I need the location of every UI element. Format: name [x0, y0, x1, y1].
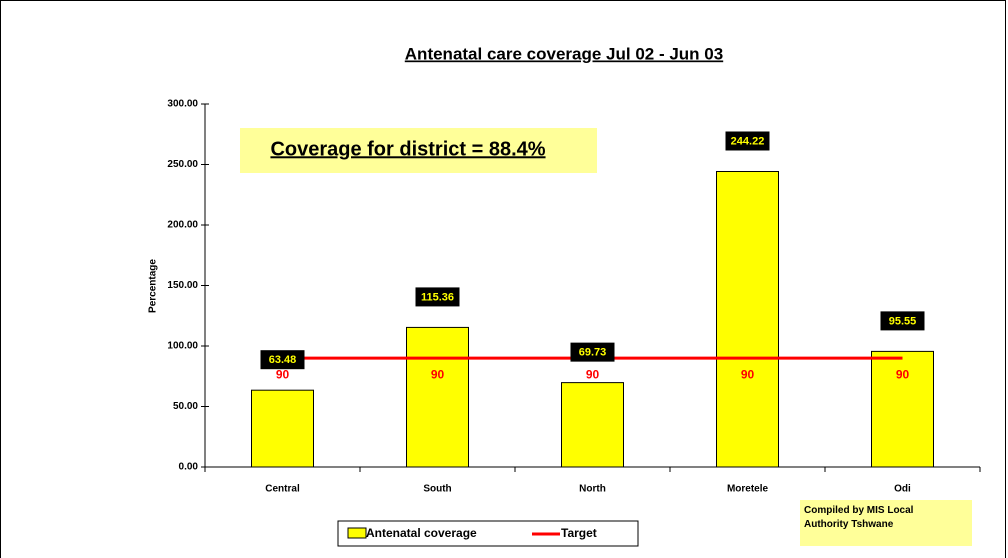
legend-swatch	[347, 527, 367, 539]
y-tick-label: 150.00	[167, 280, 198, 291]
bar	[561, 382, 624, 468]
bar	[716, 170, 779, 468]
value-label: 69.73	[579, 347, 607, 359]
chart-title: Antenatal care coverage Jul 02 - Jun 03	[405, 44, 723, 63]
value-label: 63.48	[269, 354, 297, 366]
value-label-box	[880, 311, 925, 331]
x-tick-label: Odi	[894, 484, 911, 495]
legend-label: Antenatal coverage	[366, 526, 477, 540]
x-tick-label: Central	[265, 484, 300, 495]
value-label-box	[260, 350, 305, 370]
y-tick-label: 50.00	[173, 401, 198, 412]
x-tick-label: North	[579, 484, 606, 495]
target-label: 90	[586, 367, 600, 381]
y-tick-label: 250.00	[167, 159, 198, 170]
target-label: 90	[431, 367, 445, 381]
y-tick-label: 300.00	[167, 99, 198, 110]
y-tick-label: 0.00	[179, 462, 199, 473]
legend-label: Target	[561, 526, 597, 540]
value-label: 244.22	[731, 135, 765, 147]
value-label-box	[570, 342, 615, 362]
bar	[406, 326, 469, 468]
y-tick-label: 200.00	[167, 220, 198, 231]
annotation: Compiled by MIS Local Authority Tshwane	[804, 505, 914, 530]
value-label-box	[725, 131, 770, 151]
target-label: 90	[276, 367, 290, 381]
bar	[251, 389, 314, 468]
value-label-box	[415, 287, 460, 307]
value-label: 95.55	[889, 315, 917, 327]
annotation: Coverage for district = 88.4%	[270, 138, 545, 160]
y-tick-label: 100.00	[167, 341, 198, 352]
x-tick-label: Moretele	[727, 484, 769, 495]
annotation-wrap: Compiled by MIS Local Authority Tshwane	[804, 505, 914, 530]
target-label: 90	[896, 367, 910, 381]
legend-box	[337, 520, 639, 547]
x-tick-label: South	[423, 484, 451, 495]
annotation-box	[800, 500, 972, 546]
value-label: 115.36	[421, 291, 454, 303]
annotation-box	[240, 128, 597, 173]
y-axis-label: Percentage	[148, 259, 159, 313]
target-label: 90	[741, 367, 755, 381]
bar	[871, 350, 934, 468]
